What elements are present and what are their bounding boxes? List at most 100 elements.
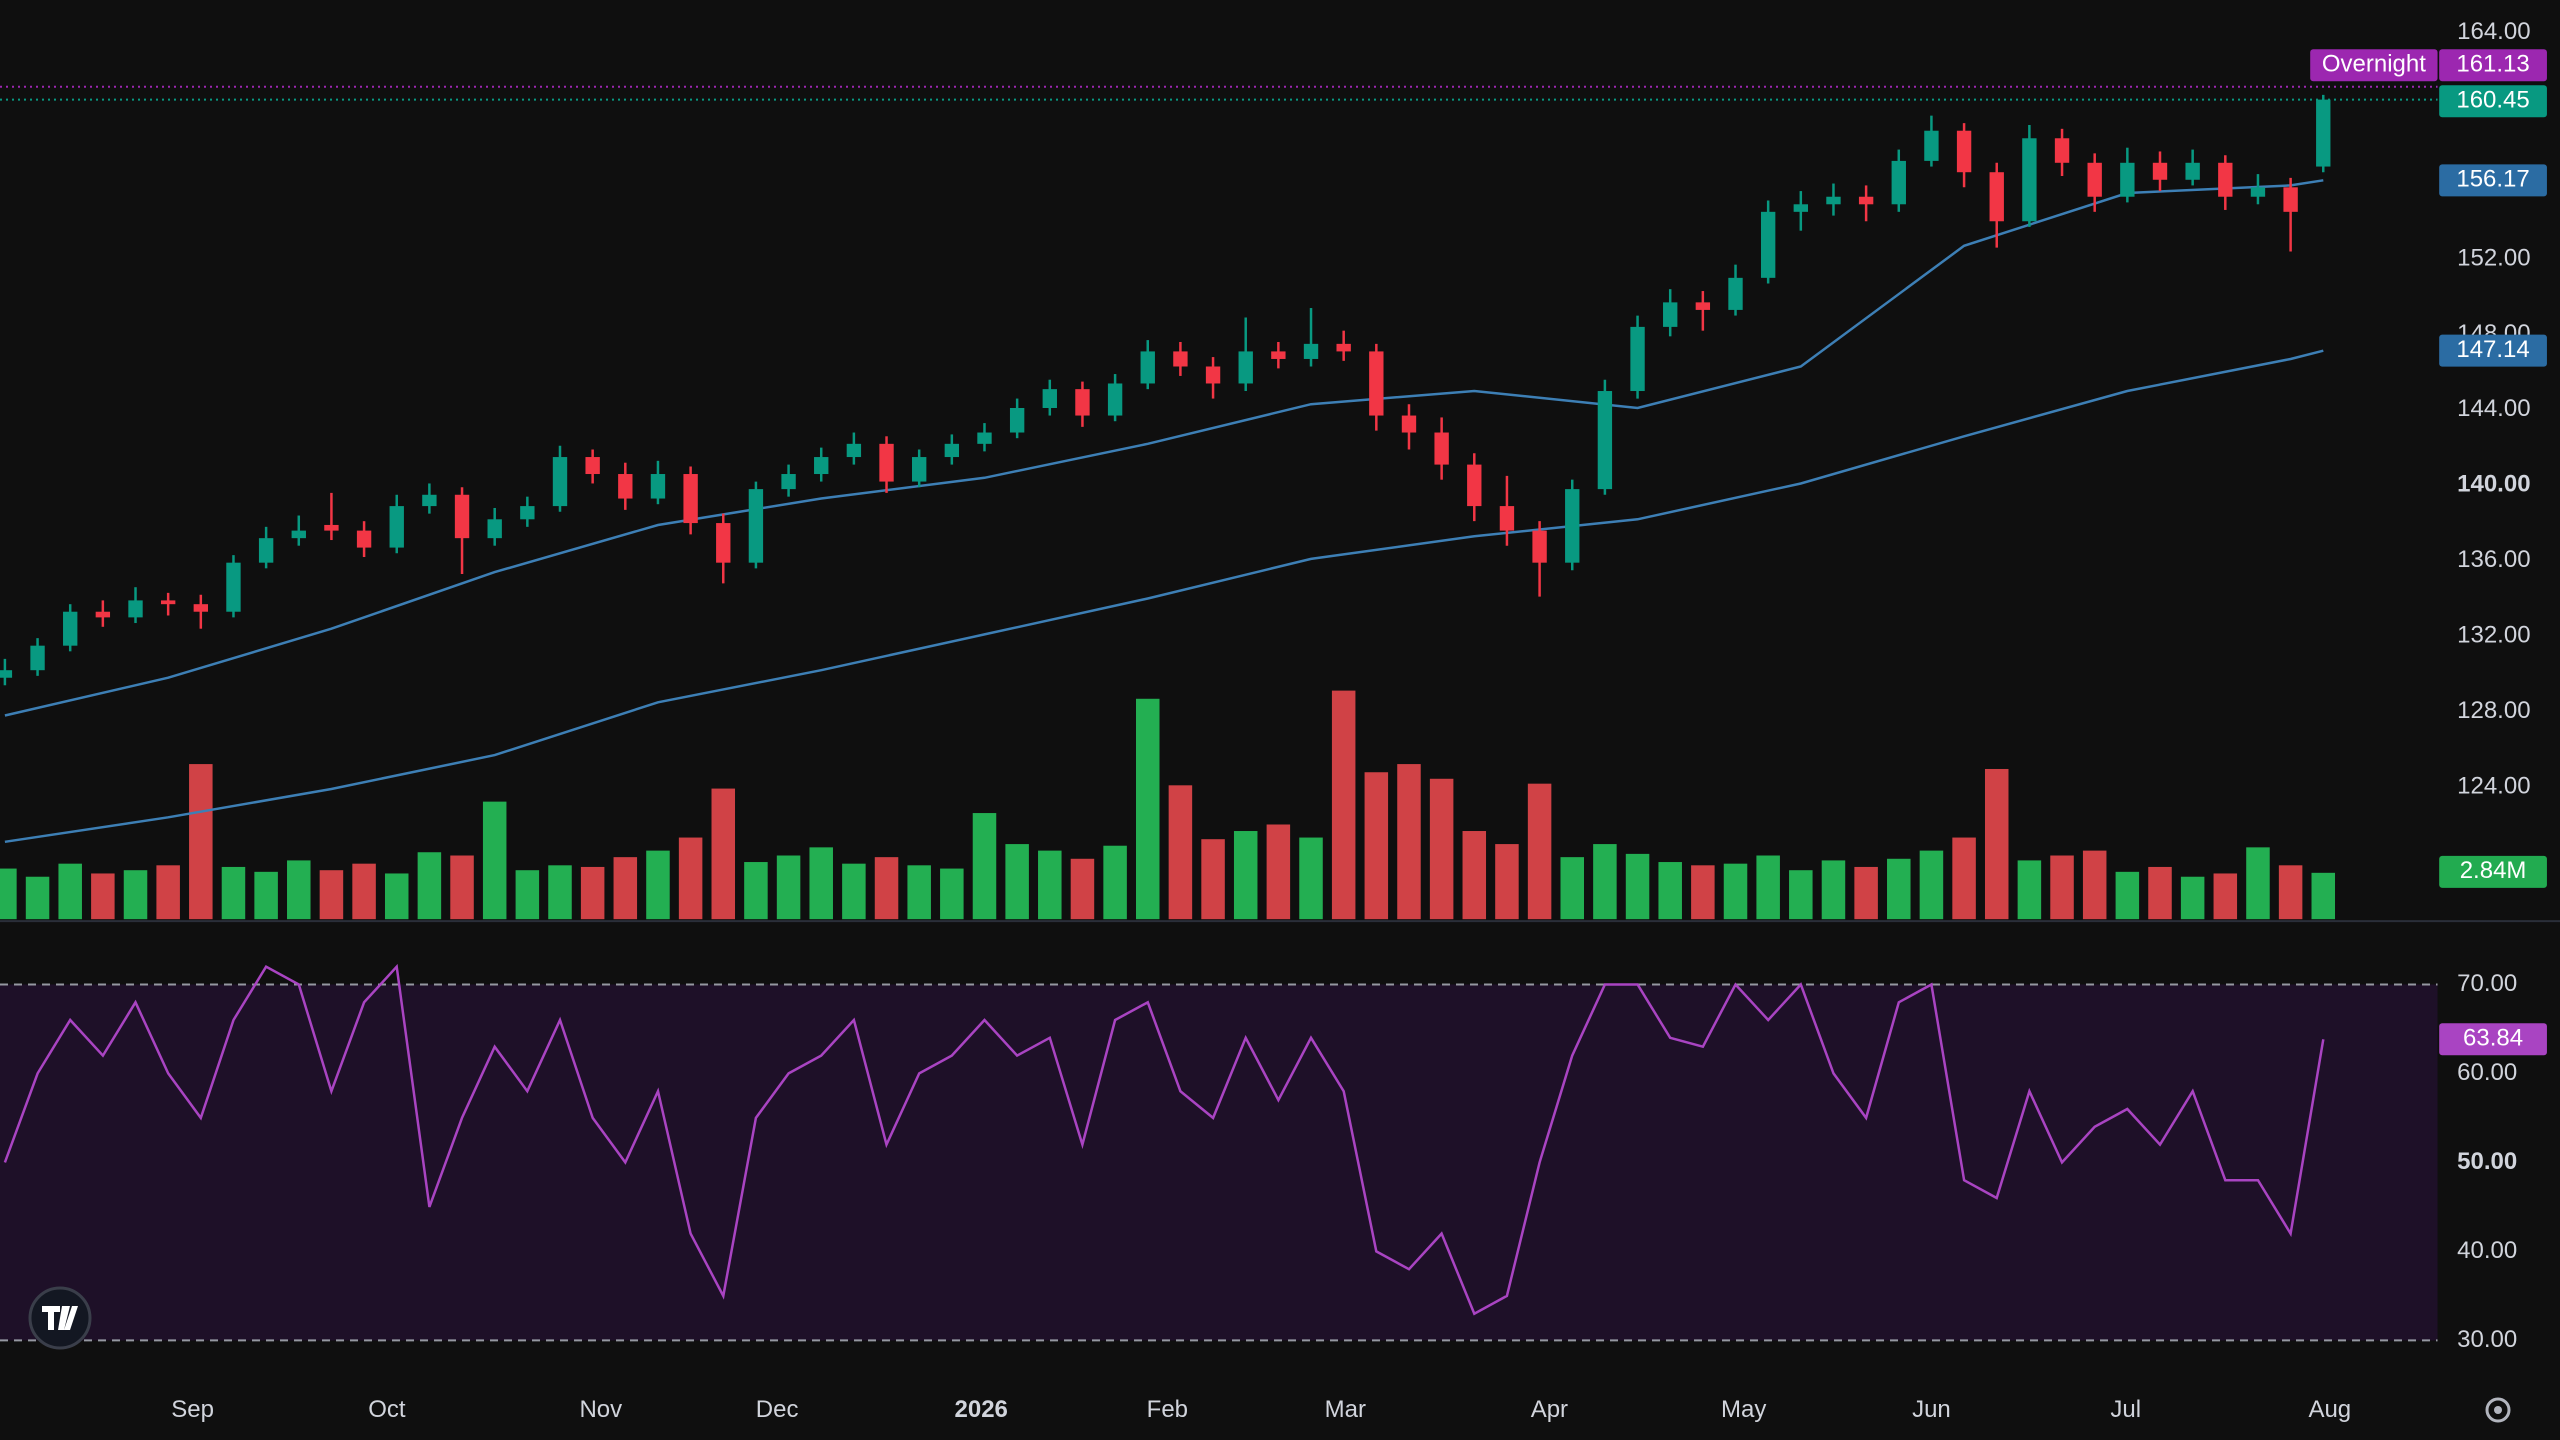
rsi-tick-label: 50.00 xyxy=(2457,1148,2517,1175)
volume-bar xyxy=(1462,831,1487,920)
candle-body xyxy=(356,530,372,548)
candle-body xyxy=(1793,204,1808,212)
moving-average-price-tag xyxy=(2439,164,2547,197)
rsi-band xyxy=(0,984,2438,1341)
volume-bar xyxy=(2148,866,2172,920)
volume-bar xyxy=(450,855,474,920)
volume-bar xyxy=(221,866,246,920)
candle-body xyxy=(1336,343,1351,352)
volume-bar xyxy=(2180,876,2205,920)
volume-bar xyxy=(646,850,670,920)
candle-body xyxy=(781,474,796,490)
volume-bar xyxy=(1756,855,1780,920)
volume-bar xyxy=(254,871,278,920)
x-tick-label: Feb xyxy=(1147,1396,1188,1423)
candle-body xyxy=(650,474,666,499)
candle-body xyxy=(2185,162,2200,180)
candle-body xyxy=(2250,187,2266,197)
candle-body xyxy=(1532,530,1547,563)
candle-body xyxy=(226,562,241,612)
candle-body xyxy=(1956,130,1972,173)
candle-body xyxy=(1597,391,1613,490)
candle-body xyxy=(2218,162,2233,197)
volume-bar xyxy=(384,873,409,920)
candle-body xyxy=(944,443,960,458)
volume-bar xyxy=(1625,853,1650,920)
candle-body xyxy=(748,489,764,563)
volume-bar xyxy=(25,876,50,920)
candle-body xyxy=(1009,408,1025,433)
volume-bar xyxy=(1789,870,1813,920)
gear-ring[interactable] xyxy=(2485,1397,2511,1423)
volume-bar xyxy=(1168,785,1193,920)
candle-body xyxy=(552,457,568,507)
volume-bar xyxy=(2246,847,2270,920)
candle-body xyxy=(1499,506,1515,531)
candle-body xyxy=(128,600,143,618)
candle-body xyxy=(2152,162,2168,180)
volume-bar xyxy=(2278,865,2303,920)
candle-body xyxy=(846,443,862,458)
candle-body xyxy=(487,519,502,539)
moving-average-line xyxy=(4,179,2324,717)
tradingview-logo xyxy=(28,1286,92,1350)
overnight-name: Overnight xyxy=(2322,51,2426,78)
x-tick-label: Oct xyxy=(368,1396,406,1423)
candle-body xyxy=(1369,351,1384,416)
volume-bar xyxy=(1821,860,1846,920)
candle-body xyxy=(2022,138,2037,222)
candle-body xyxy=(1728,277,1743,310)
y-tick-label: 128.00 xyxy=(2457,697,2530,724)
candle-body xyxy=(2283,187,2298,212)
candle-body xyxy=(1826,196,1841,205)
volume-bar xyxy=(1070,858,1095,920)
settings-icon[interactable] xyxy=(2485,1397,2511,1423)
x-tick-label: Nov xyxy=(579,1396,622,1423)
candle-body xyxy=(1760,211,1776,278)
rsi-tick-label: 70.00 xyxy=(2457,970,2517,997)
rsi-tick-label: 60.00 xyxy=(2457,1059,2517,1086)
volume-bar xyxy=(1723,863,1748,920)
gear-center[interactable] xyxy=(2494,1406,2502,1414)
candle-body xyxy=(1989,172,2004,222)
rsi-tick-label: 30.00 xyxy=(2457,1326,2517,1353)
volume-bar xyxy=(548,865,572,920)
volume-bar xyxy=(1103,845,1127,920)
y-tick-label: 152.00 xyxy=(2457,244,2530,271)
y-tick-label: 144.00 xyxy=(2457,395,2530,422)
candle-body xyxy=(1891,160,1906,205)
candle-body xyxy=(2054,138,2070,163)
volume-bar xyxy=(1201,839,1225,920)
candle-body xyxy=(683,474,698,524)
volume-bar xyxy=(1397,764,1421,920)
rsi-last-tag xyxy=(2439,1023,2547,1056)
y-tick-label: 140.00 xyxy=(2457,471,2530,498)
volume-bar xyxy=(482,801,507,920)
x-tick-label: Mar xyxy=(1325,1396,1366,1423)
volume-bar xyxy=(1593,844,1617,920)
candle-body xyxy=(1630,326,1645,392)
volume-bar xyxy=(711,788,736,920)
candle-body xyxy=(1467,464,1482,507)
y-tick-label: 164.00 xyxy=(2457,18,2530,45)
candle-body xyxy=(324,524,339,531)
candle-body xyxy=(879,443,894,482)
x-tick-label: Apr xyxy=(1531,1396,1568,1423)
volume-bar xyxy=(613,857,638,920)
moving-average-line xyxy=(4,349,2324,844)
candle-body xyxy=(1271,351,1286,359)
x-tick-label: Sep xyxy=(171,1396,214,1423)
overnight-price-label: 161.13 xyxy=(2456,51,2529,78)
candle-body xyxy=(585,457,600,475)
candle-body xyxy=(1173,351,1188,367)
volume-bar xyxy=(1005,844,1029,920)
candle-body xyxy=(1205,366,1221,384)
volume-bar xyxy=(1984,768,2009,920)
volume-bar xyxy=(1887,858,1911,920)
candle-body xyxy=(258,538,274,563)
volume-bar xyxy=(1136,698,1160,920)
volume-bar xyxy=(2082,850,2107,920)
volume-bar xyxy=(189,764,213,920)
